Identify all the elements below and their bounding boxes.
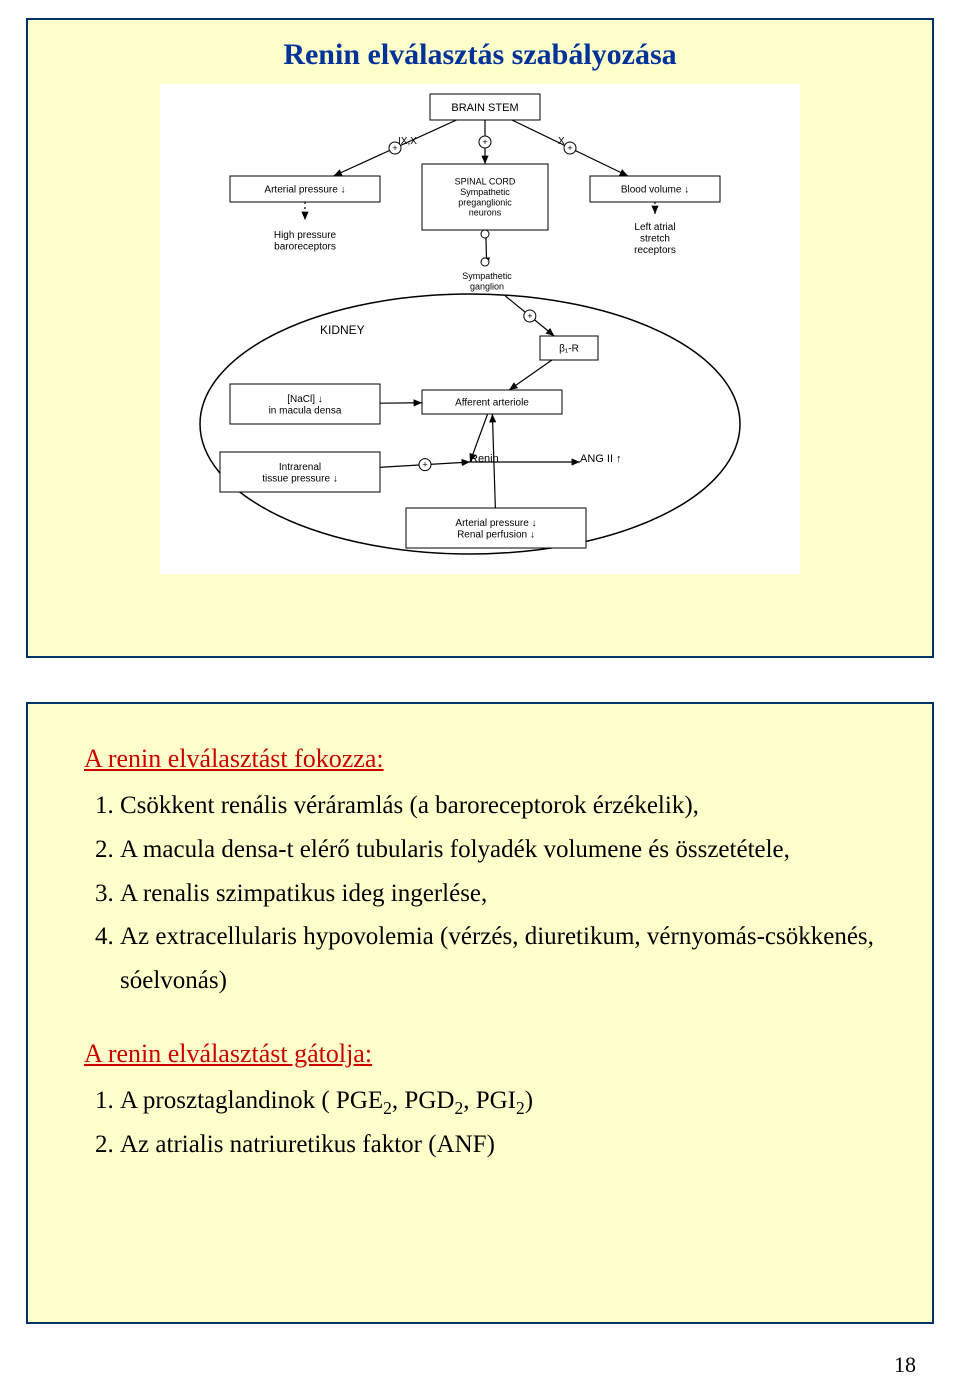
list-item: A macula densa-t elérő tubularis folyadé… bbox=[120, 828, 876, 872]
svg-text:receptors: receptors bbox=[634, 245, 676, 256]
svg-text:neurons: neurons bbox=[469, 208, 502, 218]
svg-text:+: + bbox=[527, 311, 532, 321]
section2-heading: A renin elválasztást gátolja: bbox=[84, 1039, 876, 1069]
svg-text:High pressure: High pressure bbox=[274, 230, 337, 241]
svg-text:Renal perfusion ↓: Renal perfusion ↓ bbox=[457, 529, 535, 540]
svg-text:tissue pressure ↓: tissue pressure ↓ bbox=[262, 473, 338, 484]
slide-bottom: A renin elválasztást fokozza: Csökkent r… bbox=[26, 702, 934, 1324]
page-number: 18 bbox=[894, 1352, 916, 1378]
svg-text:Sympathetic: Sympathetic bbox=[462, 271, 512, 281]
svg-text:Afferent arteriole: Afferent arteriole bbox=[455, 398, 529, 409]
svg-text:Arterial pressure ↓: Arterial pressure ↓ bbox=[455, 518, 536, 529]
svg-text:Blood volume ↓: Blood volume ↓ bbox=[621, 185, 689, 196]
svg-text:+: + bbox=[422, 460, 427, 470]
svg-text:BRAIN STEM: BRAIN STEM bbox=[451, 102, 518, 114]
svg-text:SPINAL CORD: SPINAL CORD bbox=[455, 177, 516, 187]
list-item: Az atrialis natriuretikus faktor (ANF) bbox=[120, 1123, 876, 1167]
section1-heading: A renin elválasztást fokozza: bbox=[84, 744, 876, 774]
svg-text:Left atrial: Left atrial bbox=[634, 222, 675, 233]
svg-text:KIDNEY: KIDNEY bbox=[320, 323, 365, 337]
svg-text:ganglion: ganglion bbox=[470, 281, 504, 291]
svg-text:Intrarenal: Intrarenal bbox=[279, 462, 321, 473]
svg-text:ANG II ↑: ANG II ↑ bbox=[580, 453, 622, 465]
list-item: Csökkent renális véráramlás (a barorecep… bbox=[120, 784, 876, 828]
slide-top: Renin elválasztás szabályozása BRAIN STE… bbox=[26, 18, 934, 658]
svg-text:+: + bbox=[392, 143, 397, 153]
svg-text:stretch: stretch bbox=[640, 234, 670, 245]
diagram-container: BRAIN STEMIX,XXArterial pressure ↓SPINAL… bbox=[56, 84, 904, 574]
svg-text:+: + bbox=[482, 137, 487, 147]
svg-text:β₁-R: β₁-R bbox=[559, 344, 579, 355]
slide-title: Renin elválasztás szabályozása bbox=[56, 38, 904, 72]
list-item: A renalis szimpatikus ideg ingerlése, bbox=[120, 872, 876, 916]
svg-text:baroreceptors: baroreceptors bbox=[274, 241, 336, 252]
list-item: A prosztaglandinok ( PGE2, PGD2, PGI2) bbox=[120, 1079, 876, 1124]
svg-text:Sympathetic: Sympathetic bbox=[460, 187, 510, 197]
section2-list: A prosztaglandinok ( PGE2, PGD2, PGI2)Az… bbox=[120, 1079, 876, 1167]
svg-text:preganglionic: preganglionic bbox=[458, 197, 512, 207]
section1-list: Csökkent renális véráramlás (a barorecep… bbox=[120, 784, 876, 1003]
page: Renin elválasztás szabályozása BRAIN STE… bbox=[0, 0, 960, 1398]
renin-regulation-diagram: BRAIN STEMIX,XXArterial pressure ↓SPINAL… bbox=[160, 84, 800, 574]
svg-text:[NaCl] ↓: [NaCl] ↓ bbox=[287, 394, 323, 405]
svg-text:Arterial pressure ↓: Arterial pressure ↓ bbox=[264, 185, 345, 196]
list-item: Az extracellularis hypovolemia (vérzés, … bbox=[120, 915, 876, 1003]
svg-text:+: + bbox=[567, 143, 572, 153]
svg-text:in macula densa: in macula densa bbox=[269, 405, 342, 416]
